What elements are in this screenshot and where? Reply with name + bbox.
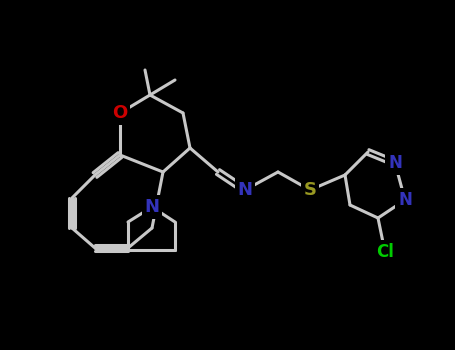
Text: N: N bbox=[388, 154, 402, 172]
Text: N: N bbox=[145, 198, 160, 216]
Text: N: N bbox=[238, 181, 253, 199]
Text: Cl: Cl bbox=[376, 243, 394, 261]
Text: S: S bbox=[303, 181, 317, 199]
Text: N: N bbox=[398, 191, 412, 209]
Text: O: O bbox=[112, 104, 127, 122]
